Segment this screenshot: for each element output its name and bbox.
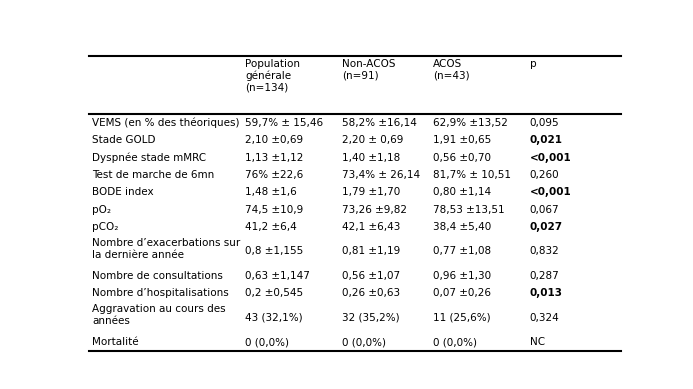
Text: 62,9% ±13,52: 62,9% ±13,52 — [433, 118, 508, 128]
Text: 73,26 ±9,82: 73,26 ±9,82 — [342, 205, 407, 215]
Text: ACOS
(n=43): ACOS (n=43) — [433, 59, 470, 80]
Text: <0,001: <0,001 — [529, 187, 572, 197]
Text: 0,96 ±1,30: 0,96 ±1,30 — [433, 271, 491, 281]
Text: Dyspnée stade mMRC: Dyspnée stade mMRC — [92, 152, 206, 163]
Text: 0 (0,0%): 0 (0,0%) — [342, 337, 386, 347]
Text: 0,067: 0,067 — [529, 205, 559, 215]
Text: Nombre de consultations: Nombre de consultations — [92, 271, 223, 281]
Text: 42,1 ±6,43: 42,1 ±6,43 — [342, 222, 400, 232]
Text: 74,5 ±10,9: 74,5 ±10,9 — [245, 205, 304, 215]
Text: 81,7% ± 10,51: 81,7% ± 10,51 — [433, 170, 511, 180]
Text: 0,095: 0,095 — [529, 118, 559, 128]
Text: 59,7% ± 15,46: 59,7% ± 15,46 — [245, 118, 323, 128]
Text: 1,79 ±1,70: 1,79 ±1,70 — [342, 187, 400, 197]
Text: Population
générale
(n=134): Population générale (n=134) — [245, 59, 300, 93]
Text: Aggravation au cours des
années: Aggravation au cours des années — [92, 304, 226, 326]
Text: VEMS (en % des théoriques): VEMS (en % des théoriques) — [92, 117, 240, 128]
Text: 0,832: 0,832 — [529, 246, 559, 256]
Text: Nombre d’hospitalisations: Nombre d’hospitalisations — [92, 288, 229, 298]
Text: 0,26 ±0,63: 0,26 ±0,63 — [342, 288, 400, 298]
Text: 0 (0,0%): 0 (0,0%) — [433, 337, 477, 347]
Text: 1,40 ±1,18: 1,40 ±1,18 — [342, 152, 400, 163]
Text: Mortalité: Mortalité — [92, 337, 139, 347]
Text: 11 (25,6%): 11 (25,6%) — [433, 313, 491, 322]
Text: 2,20 ± 0,69: 2,20 ± 0,69 — [342, 135, 403, 145]
Text: 1,91 ±0,65: 1,91 ±0,65 — [433, 135, 491, 145]
Text: 1,48 ±1,6: 1,48 ±1,6 — [245, 187, 297, 197]
Text: 0,77 ±1,08: 0,77 ±1,08 — [433, 246, 491, 256]
Text: 0,80 ±1,14: 0,80 ±1,14 — [433, 187, 491, 197]
Text: 41,2 ±6,4: 41,2 ±6,4 — [245, 222, 297, 232]
Text: 0,021: 0,021 — [529, 135, 563, 145]
Text: pCO₂: pCO₂ — [92, 222, 119, 232]
Text: 0,8 ±1,155: 0,8 ±1,155 — [245, 246, 304, 256]
Text: 58,2% ±16,14: 58,2% ±16,14 — [342, 118, 416, 128]
Text: 43 (32,1%): 43 (32,1%) — [245, 313, 303, 322]
Text: 1,13 ±1,12: 1,13 ±1,12 — [245, 152, 304, 163]
Text: 0,2 ±0,545: 0,2 ±0,545 — [245, 288, 303, 298]
Text: Nombre d’exacerbations sur
la dernière année: Nombre d’exacerbations sur la dernière a… — [92, 238, 240, 260]
Text: 73,4% ± 26,14: 73,4% ± 26,14 — [342, 170, 420, 180]
Text: p: p — [529, 59, 536, 69]
Text: 38,4 ±5,40: 38,4 ±5,40 — [433, 222, 491, 232]
Text: 32 (35,2%): 32 (35,2%) — [342, 313, 399, 322]
Text: NC: NC — [529, 337, 545, 347]
Text: 0,81 ±1,19: 0,81 ±1,19 — [342, 246, 400, 256]
Text: Non-ACOS
(n=91): Non-ACOS (n=91) — [342, 59, 395, 80]
Text: 76% ±22,6: 76% ±22,6 — [245, 170, 304, 180]
Text: 78,53 ±13,51: 78,53 ±13,51 — [433, 205, 505, 215]
Text: BODE index: BODE index — [92, 187, 154, 197]
Text: 0,027: 0,027 — [529, 222, 563, 232]
Text: 0 (0,0%): 0 (0,0%) — [245, 337, 289, 347]
Text: <0,001: <0,001 — [529, 152, 572, 163]
Text: 0,013: 0,013 — [529, 288, 563, 298]
Text: 0,287: 0,287 — [529, 271, 559, 281]
Text: 2,10 ±0,69: 2,10 ±0,69 — [245, 135, 303, 145]
Text: Stade GOLD: Stade GOLD — [92, 135, 155, 145]
Text: 0,56 ±0,70: 0,56 ±0,70 — [433, 152, 491, 163]
Text: 0,07 ±0,26: 0,07 ±0,26 — [433, 288, 491, 298]
Text: 0,63 ±1,147: 0,63 ±1,147 — [245, 271, 310, 281]
Text: 0,260: 0,260 — [529, 170, 559, 180]
Text: 0,324: 0,324 — [529, 313, 559, 322]
Text: pO₂: pO₂ — [92, 205, 111, 215]
Text: Test de marche de 6mn: Test de marche de 6mn — [92, 170, 214, 180]
Text: 0,56 ±1,07: 0,56 ±1,07 — [342, 271, 400, 281]
